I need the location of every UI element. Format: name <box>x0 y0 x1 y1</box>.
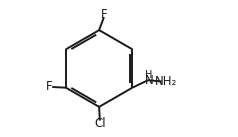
Text: H: H <box>145 70 153 80</box>
Text: NH₂: NH₂ <box>155 75 177 88</box>
Text: Cl: Cl <box>94 118 106 130</box>
Text: F: F <box>101 8 108 21</box>
Text: F: F <box>46 81 53 93</box>
Text: N: N <box>144 74 153 87</box>
